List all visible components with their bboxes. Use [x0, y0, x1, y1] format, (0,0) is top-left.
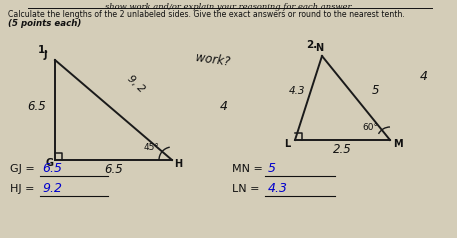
Text: 2.5: 2.5	[333, 143, 352, 156]
Text: 2.: 2.	[306, 40, 317, 50]
Text: GJ =: GJ =	[10, 164, 38, 174]
Text: LN =: LN =	[232, 184, 263, 194]
Text: 45°: 45°	[144, 143, 160, 152]
Text: 6.5: 6.5	[42, 162, 62, 175]
Text: J: J	[44, 50, 48, 60]
Text: 6.5: 6.5	[27, 100, 46, 113]
Text: 9, 2: 9, 2	[126, 73, 147, 94]
Text: MN =: MN =	[232, 164, 266, 174]
Text: 4: 4	[220, 100, 228, 113]
Text: 4.3: 4.3	[268, 182, 288, 195]
Text: 60°: 60°	[362, 123, 378, 132]
Text: (5 points each): (5 points each)	[8, 19, 81, 28]
Text: 5: 5	[372, 84, 379, 97]
Text: N: N	[315, 43, 323, 53]
Text: G: G	[45, 158, 53, 168]
Text: work?: work?	[195, 51, 231, 69]
Text: 1.: 1.	[38, 45, 49, 55]
Text: 6.5: 6.5	[104, 163, 123, 176]
Text: M: M	[393, 139, 403, 149]
Text: HJ =: HJ =	[10, 184, 38, 194]
Text: L: L	[284, 139, 290, 149]
Text: 9.2: 9.2	[42, 182, 62, 195]
Text: H: H	[174, 159, 182, 169]
Text: show work and/or explain your reasoning for each answer: show work and/or explain your reasoning …	[105, 3, 351, 11]
Text: 4.3: 4.3	[288, 86, 305, 96]
Text: Calculate the lengths of the 2 unlabeled sides. Give the exact answers or round : Calculate the lengths of the 2 unlabeled…	[8, 10, 405, 19]
Text: 4: 4	[420, 70, 428, 83]
Text: 5: 5	[268, 162, 276, 175]
